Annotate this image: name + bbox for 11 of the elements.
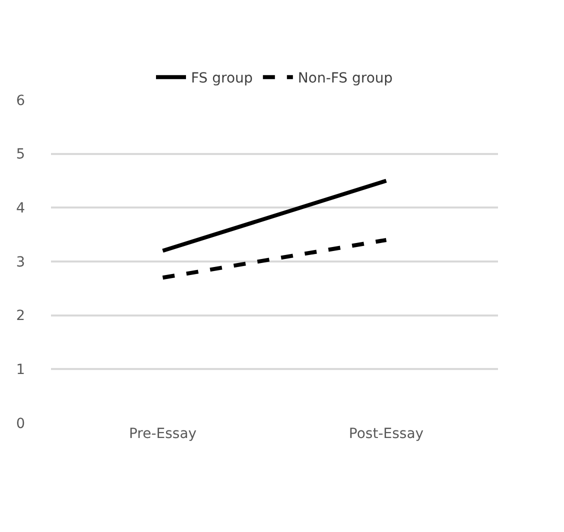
y-tick-label: 1 <box>16 362 25 378</box>
legend-label: FS group <box>191 70 253 87</box>
y-tick-label: 5 <box>16 146 25 163</box>
x-tick-label: Post-Essay <box>348 426 424 442</box>
x-tick-label: Pre-Essay <box>128 426 197 442</box>
y-tick-label: 3 <box>16 254 25 270</box>
y-tick-label: 6 <box>16 92 26 109</box>
y-tick-label: 0 <box>16 416 25 432</box>
legend-label: Non-FS group <box>298 70 393 87</box>
y-tick-label: 2 <box>16 308 25 324</box>
y-tick-label: 4 <box>16 200 26 217</box>
